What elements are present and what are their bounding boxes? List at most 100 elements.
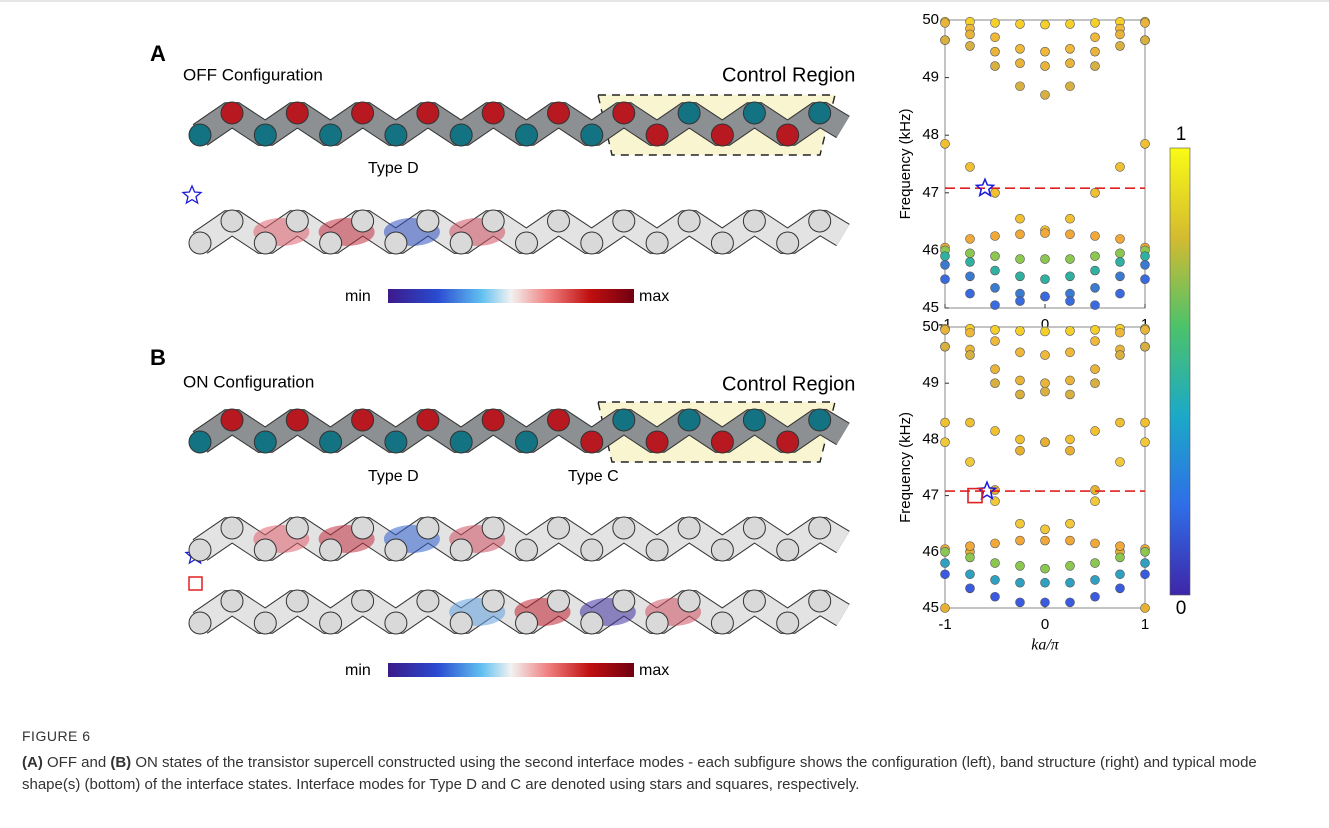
band-point	[1116, 584, 1125, 593]
band-point	[1066, 578, 1075, 587]
x-tick-label: 0	[1041, 616, 1049, 633]
y-axis-label: Frequency (kHz)	[897, 109, 914, 220]
band-point	[941, 570, 950, 579]
resonator	[189, 431, 211, 453]
y-tick-label: 45	[922, 299, 939, 316]
caption-part: (A)	[22, 754, 43, 771]
band-point	[1041, 351, 1050, 360]
scale-max: max	[639, 662, 669, 679]
band-point	[1141, 604, 1150, 613]
type-label: Type D	[368, 468, 419, 485]
band-point	[966, 257, 975, 266]
resonator	[581, 431, 603, 453]
band-point	[991, 485, 1000, 494]
resonator	[450, 431, 472, 453]
resonator	[548, 590, 570, 612]
band-point	[966, 41, 975, 50]
resonator	[189, 232, 211, 254]
band-point	[1091, 252, 1100, 261]
band-point	[1066, 519, 1075, 528]
resonator	[548, 517, 570, 539]
resonator	[221, 590, 243, 612]
band-point	[1141, 139, 1150, 148]
band-point	[991, 18, 1000, 27]
band-point	[1116, 289, 1125, 298]
resonator	[678, 210, 700, 232]
resonator	[221, 210, 243, 232]
y-tick-label: 49	[922, 374, 939, 391]
band-point	[1066, 326, 1075, 335]
band-point	[1091, 559, 1100, 568]
band-point	[991, 252, 1000, 261]
star-icon	[183, 186, 201, 203]
y-tick-label: 49	[922, 69, 939, 86]
band-point	[941, 418, 950, 427]
band-point	[1016, 326, 1025, 335]
config-title: ON Configuration	[183, 372, 314, 391]
band-point	[1016, 435, 1025, 444]
y-tick-label: 48	[922, 126, 939, 143]
band-point	[966, 570, 975, 579]
y-tick-label: 46	[922, 543, 939, 560]
x-tick-label: -1	[938, 616, 951, 633]
x-axis-label: ka/π	[1031, 637, 1060, 654]
resonator	[320, 612, 342, 634]
colorbar	[1170, 148, 1190, 595]
resonator	[743, 210, 765, 232]
resonator	[417, 590, 439, 612]
band-point	[1016, 230, 1025, 239]
resonator	[743, 517, 765, 539]
resonator	[777, 612, 799, 634]
resonator	[646, 232, 668, 254]
band-point	[966, 289, 975, 298]
band-point	[1091, 365, 1100, 374]
band-point	[1091, 426, 1100, 435]
scale-min: min	[345, 662, 371, 679]
figure: A OFF Configuration Control Region Type …	[0, 0, 1329, 720]
band-point	[1141, 325, 1150, 334]
band-point	[991, 232, 1000, 241]
resonator	[320, 431, 342, 453]
band-point	[1066, 297, 1075, 306]
band-point	[991, 47, 1000, 56]
resonator	[678, 590, 700, 612]
resonator	[809, 210, 831, 232]
band-point	[966, 249, 975, 258]
resonator	[613, 102, 635, 124]
band-point	[991, 539, 1000, 548]
resonator	[482, 517, 504, 539]
resonator	[646, 539, 668, 561]
band-point	[1141, 252, 1150, 261]
band-point	[1066, 390, 1075, 399]
band-point	[1141, 36, 1150, 45]
resonator	[678, 102, 700, 124]
band-point	[1091, 283, 1100, 292]
config-title: OFF Configuration	[183, 65, 323, 84]
resonator	[516, 431, 538, 453]
x-tick-label: 1	[1141, 616, 1149, 633]
band-point	[991, 266, 1000, 275]
type-label: Type C	[568, 468, 619, 485]
band-point	[1041, 564, 1050, 573]
band-point	[1066, 536, 1075, 545]
band-point	[1091, 337, 1100, 346]
resonator	[385, 612, 407, 634]
band-point	[1066, 214, 1075, 223]
band-point	[1116, 351, 1125, 360]
band-point	[1091, 379, 1100, 388]
band-point	[1016, 348, 1025, 357]
band-point	[1091, 325, 1100, 334]
band-point	[1016, 598, 1025, 607]
band-point	[1066, 561, 1075, 570]
band-point	[1041, 62, 1050, 71]
resonator	[516, 539, 538, 561]
resonator	[221, 102, 243, 124]
band-point	[1016, 20, 1025, 29]
y-tick-label: 50	[922, 318, 939, 335]
band-point	[941, 438, 950, 447]
band-point	[1116, 570, 1125, 579]
band-point	[1116, 41, 1125, 50]
band-point	[991, 188, 1000, 197]
band-point	[966, 457, 975, 466]
resonator	[581, 124, 603, 146]
